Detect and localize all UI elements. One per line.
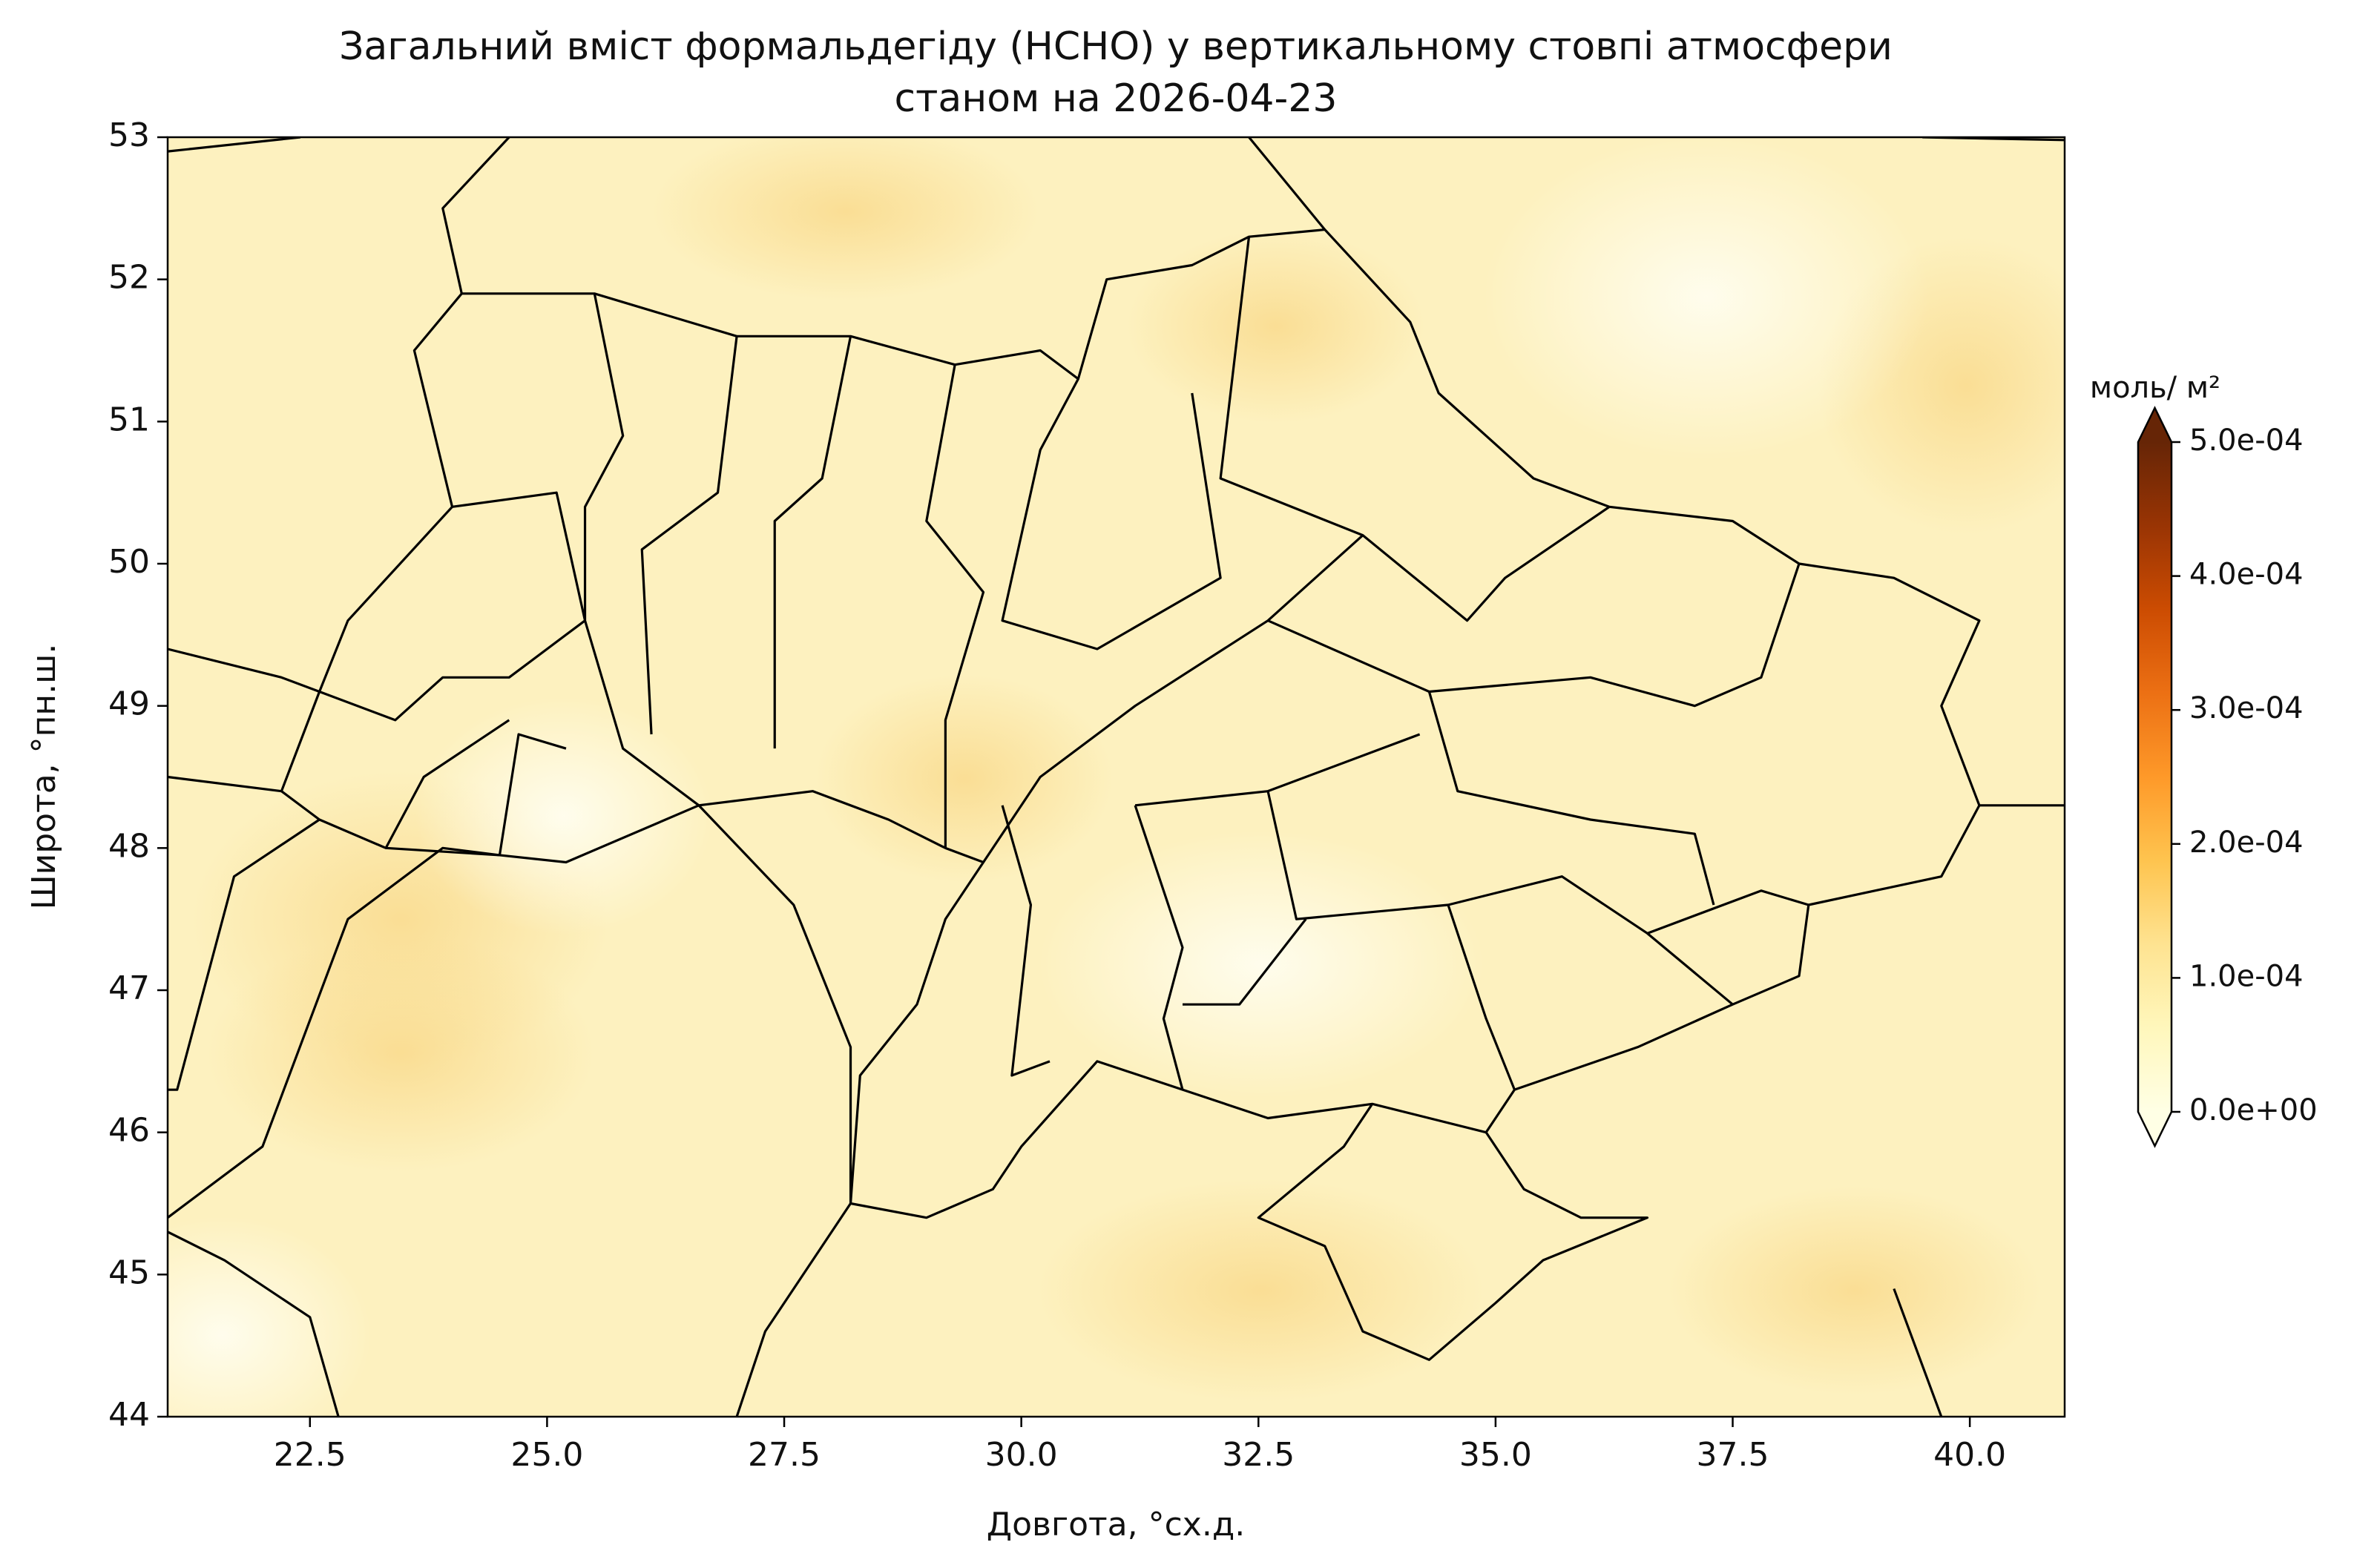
field-blob bbox=[653, 137, 1039, 300]
chart-title: Загальний вміст формальдегіду (HCHO) у в… bbox=[339, 24, 1893, 69]
field-blob bbox=[1669, 1187, 2040, 1394]
y-tick-label: 51 bbox=[108, 401, 150, 438]
field-pale bbox=[1039, 831, 1484, 1098]
y-tick-label: 47 bbox=[108, 969, 150, 1007]
colorbar-extend-min bbox=[2138, 1112, 2171, 1146]
y-axis-label: Широта, °пн.ш. bbox=[25, 644, 63, 910]
y-tick-label: 45 bbox=[108, 1254, 150, 1291]
field-blob bbox=[816, 675, 1113, 883]
field-pale bbox=[1484, 137, 1929, 460]
colorbar-tick-label: 2.0e-04 bbox=[2189, 826, 2304, 860]
crimea-border bbox=[1258, 1104, 1647, 1360]
y-tick-label: 53 bbox=[108, 116, 150, 154]
field-blob bbox=[208, 935, 594, 1172]
y-tick-label: 52 bbox=[108, 259, 150, 297]
map-area bbox=[168, 137, 2065, 1417]
x-tick-label: 35.0 bbox=[1459, 1436, 1532, 1474]
plot-frame bbox=[166, 136, 2066, 1418]
x-tick-label: 27.5 bbox=[748, 1436, 821, 1474]
x-axis-label: Довгота, °сх.д. bbox=[987, 1506, 1245, 1544]
x-tick-label: 30.0 bbox=[985, 1436, 1058, 1474]
x-tick-label: 25.0 bbox=[510, 1436, 583, 1474]
colorbar bbox=[2138, 442, 2171, 1112]
colorbar-tick-label: 3.0e-04 bbox=[2189, 691, 2304, 725]
colorbar-tick-label: 0.0e+00 bbox=[2189, 1093, 2318, 1127]
ukraine-border bbox=[281, 230, 1979, 1218]
x-tick-label: 32.5 bbox=[1222, 1436, 1295, 1474]
colorbar-extend-max bbox=[2138, 408, 2171, 442]
chart-subtitle: станом на 2026-04-23 bbox=[895, 76, 1338, 121]
y-tick-label: 44 bbox=[108, 1396, 150, 1434]
neighbor-border bbox=[168, 137, 2065, 1417]
colorbar-tick-label: 1.0e-04 bbox=[2189, 959, 2304, 993]
y-tick-label: 46 bbox=[108, 1112, 150, 1150]
field-blob bbox=[1128, 230, 1424, 423]
field-pale bbox=[168, 1216, 371, 1417]
x-tick-label: 40.0 bbox=[1933, 1436, 2006, 1474]
x-tick-label: 37.5 bbox=[1697, 1436, 1769, 1474]
y-tick-label: 48 bbox=[108, 827, 150, 865]
x-tick-label: 22.5 bbox=[274, 1436, 346, 1474]
colorbar-tick-label: 4.0e-04 bbox=[2189, 558, 2304, 592]
y-tick-label: 50 bbox=[108, 543, 150, 581]
oblast-border bbox=[320, 237, 1809, 1090]
field-pale bbox=[415, 697, 712, 935]
y-tick-label: 49 bbox=[108, 685, 150, 723]
field-blob bbox=[1039, 1179, 1484, 1402]
colorbar-tick-label: 5.0e-04 bbox=[2189, 424, 2304, 458]
borders bbox=[168, 137, 2065, 1417]
colorbar-label: моль/ м² bbox=[2090, 371, 2220, 405]
